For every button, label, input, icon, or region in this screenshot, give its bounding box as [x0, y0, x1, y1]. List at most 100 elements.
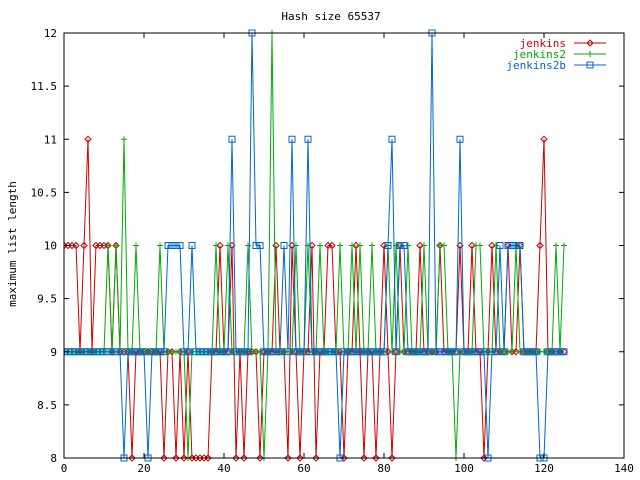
data-point-jenkins2b	[176, 242, 184, 249]
data-point-jenkins2	[289, 348, 295, 355]
data-point-jenkins2	[213, 242, 219, 249]
data-point-jenkins2b	[228, 135, 236, 143]
data-point-jenkins2b	[528, 348, 536, 356]
data-point-jenkins2b	[124, 348, 132, 356]
data-point-jenkins2b	[388, 135, 396, 143]
data-point-jenkins	[172, 454, 180, 462]
data-point-jenkins2b	[368, 348, 376, 356]
data-point-jenkins2b	[548, 348, 556, 356]
data-point-jenkins	[336, 348, 344, 356]
data-point-jenkins	[488, 241, 496, 250]
legend-label-jenkins2b: jenkins2b	[506, 59, 566, 72]
data-point-jenkins2b	[356, 348, 364, 356]
data-point-jenkins2b	[72, 348, 80, 356]
data-point-jenkins2b	[216, 348, 224, 356]
x-tick-label: 100	[454, 462, 474, 475]
data-point-jenkins2b	[468, 348, 476, 356]
data-point-jenkins2b	[308, 348, 316, 356]
y-tick-label: 9	[50, 346, 57, 359]
data-point-jenkins2b	[208, 348, 216, 356]
data-point-jenkins	[284, 454, 292, 462]
data-point-jenkins	[72, 241, 80, 250]
data-point-jenkins2b	[312, 348, 320, 356]
data-point-jenkins2	[337, 242, 343, 249]
data-point-jenkins2b	[172, 242, 180, 249]
legend-label-jenkins2: jenkins2	[513, 48, 566, 61]
data-point-jenkins2b	[168, 242, 176, 249]
data-point-jenkins2	[317, 242, 323, 249]
data-point-jenkins	[328, 241, 336, 250]
data-point-jenkins2b	[116, 348, 124, 356]
data-point-jenkins2	[389, 348, 395, 355]
data-point-jenkins2b	[472, 348, 480, 356]
data-point-jenkins2b	[196, 348, 204, 356]
data-point-jenkins2b	[444, 348, 452, 356]
data-point-jenkins	[80, 241, 88, 250]
data-point-jenkins2b	[152, 348, 160, 356]
data-point-jenkins2b	[348, 348, 356, 356]
data-point-jenkins2	[113, 242, 119, 249]
data-point-jenkins2b	[260, 348, 268, 356]
data-point-jenkins2b	[300, 348, 308, 356]
data-point-jenkins2b	[364, 348, 372, 356]
y-tick-label: 9.5	[37, 293, 57, 306]
data-point-jenkins2	[105, 242, 111, 249]
series-layer	[64, 29, 568, 462]
x-tick-label: 0	[61, 462, 68, 475]
data-point-jenkins	[480, 454, 488, 462]
data-point-jenkins2b	[372, 348, 380, 356]
data-point-jenkins2b	[108, 348, 116, 356]
data-point-jenkins2b	[272, 348, 280, 356]
data-point-jenkins	[272, 241, 280, 250]
data-point-jenkins2b	[524, 348, 532, 356]
x-tick-label: 140	[614, 462, 634, 475]
data-point-jenkins2b	[148, 348, 156, 356]
data-point-jenkins2b	[448, 348, 456, 356]
data-point-jenkins2b	[304, 135, 312, 143]
data-point-jenkins2b	[204, 348, 212, 356]
x-tick-label: 80	[377, 462, 390, 475]
legend-marker-jenkins	[586, 39, 594, 47]
data-point-jenkins2b	[408, 348, 416, 356]
data-point-jenkins2b	[556, 348, 564, 356]
data-point-jenkins2b	[384, 242, 392, 249]
data-point-jenkins	[512, 348, 520, 356]
data-point-jenkins2b	[100, 348, 108, 356]
y-tick-label: 12	[44, 27, 57, 40]
data-point-jenkins2b	[96, 348, 104, 356]
legend-label-jenkins: jenkins	[520, 37, 566, 50]
x-tick-label: 20	[137, 462, 150, 475]
data-point-jenkins	[380, 241, 388, 250]
series-jenkins2b	[64, 29, 568, 462]
data-point-jenkins	[340, 454, 348, 462]
data-point-jenkins	[128, 454, 136, 462]
legend-marker-jenkins2b	[586, 61, 594, 69]
x-tick-label: 40	[217, 462, 230, 475]
data-point-jenkins2	[257, 348, 263, 355]
chart-title: Hash size 65537	[281, 10, 380, 23]
y-tick-label: 10.5	[31, 186, 58, 199]
data-point-jenkins2	[401, 348, 407, 355]
data-point-jenkins2b	[236, 348, 244, 356]
data-point-jenkins2b	[328, 348, 336, 356]
data-point-jenkins2b	[512, 242, 520, 249]
data-point-jenkins2b	[392, 348, 400, 356]
y-tick-label: 8.5	[37, 399, 57, 412]
data-point-jenkins2b	[264, 348, 272, 356]
data-point-jenkins	[296, 454, 304, 462]
data-point-jenkins2b	[128, 348, 136, 356]
data-point-jenkins2b	[560, 348, 568, 356]
data-point-jenkins2b	[480, 348, 488, 356]
data-point-jenkins2b	[136, 348, 144, 356]
data-point-jenkins2b	[256, 242, 264, 249]
legend-marker-jenkins2	[587, 51, 593, 57]
data-point-jenkins2b	[452, 348, 460, 356]
data-point-jenkins2b	[252, 242, 260, 249]
data-point-jenkins2	[509, 348, 515, 355]
data-point-jenkins2	[349, 242, 355, 249]
data-point-jenkins2b	[520, 348, 528, 356]
data-point-jenkins2b	[184, 348, 192, 356]
data-point-jenkins2	[553, 242, 559, 249]
data-point-jenkins2b	[240, 348, 248, 356]
